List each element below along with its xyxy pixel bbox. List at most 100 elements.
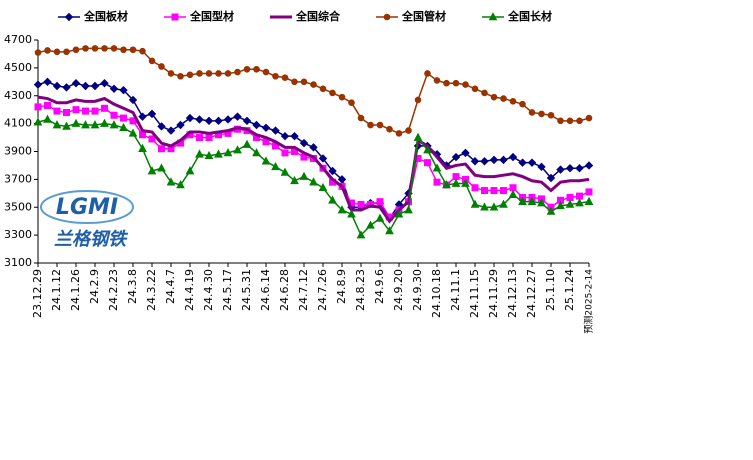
point: [490, 93, 498, 101]
point: [196, 70, 203, 77]
point: [318, 154, 328, 163]
point: [480, 202, 489, 211]
point: [128, 95, 138, 105]
point: [291, 78, 298, 86]
point: [215, 70, 222, 77]
point: [319, 85, 327, 93]
x-tick-label: 24.11.15: [468, 269, 481, 318]
point: [499, 199, 508, 208]
x-tick-label: 24.12.13: [506, 269, 519, 318]
point: [62, 121, 71, 130]
point: [575, 198, 584, 207]
point: [500, 187, 507, 195]
point: [280, 131, 290, 141]
point: [100, 118, 109, 127]
point: [176, 180, 185, 189]
series: [34, 45, 593, 137]
x-tick-label: 24.7.26: [316, 269, 329, 311]
point: [537, 198, 546, 207]
point: [328, 195, 337, 204]
point: [81, 120, 90, 129]
point: [205, 134, 213, 142]
point: [518, 158, 527, 167]
point: [120, 46, 127, 54]
point: [357, 114, 365, 122]
point: [451, 152, 461, 162]
point: [81, 81, 90, 91]
point: [576, 117, 583, 125]
point: [443, 79, 450, 87]
point: [53, 48, 61, 56]
point: [177, 72, 184, 80]
x-tick-label: 24.1.12: [50, 269, 63, 311]
point: [290, 175, 299, 185]
point: [404, 205, 413, 214]
point: [546, 173, 556, 183]
point: [527, 158, 537, 167]
point: [376, 198, 384, 206]
point: [272, 72, 279, 80]
point: [252, 120, 261, 130]
point: [500, 95, 507, 102]
point: [214, 116, 223, 126]
point: [71, 118, 81, 127]
point: [167, 70, 175, 77]
point: [185, 113, 195, 123]
point: [489, 202, 499, 211]
point: [63, 108, 70, 116]
legend-label: 全国长材: [507, 9, 552, 23]
point: [281, 149, 289, 157]
point: [519, 100, 526, 108]
point: [528, 109, 536, 116]
point: [509, 98, 517, 105]
point: [309, 143, 318, 152]
point: [395, 130, 403, 137]
point: [385, 226, 394, 235]
point: [557, 117, 564, 125]
point: [328, 166, 337, 176]
point: [176, 120, 185, 130]
point: [576, 192, 583, 200]
point: [33, 117, 43, 126]
x-tick-label: 24.2.9: [88, 269, 101, 304]
point: [338, 93, 346, 101]
point: [575, 164, 584, 173]
x-tick-label: 24.4.30: [202, 269, 215, 311]
point: [72, 106, 80, 114]
point: [394, 209, 404, 218]
point: [242, 116, 252, 126]
point: [537, 162, 546, 172]
point: [44, 102, 51, 110]
point: [280, 167, 290, 176]
legend-label: 全国板材: [83, 9, 128, 23]
point: [414, 96, 422, 104]
point: [584, 196, 594, 205]
point: [508, 189, 518, 199]
logo-text: LGMI: [56, 195, 118, 220]
point: [196, 134, 203, 142]
point: [262, 68, 270, 76]
x-tick-label: 24.9.6: [373, 269, 386, 304]
point: [139, 131, 146, 139]
point: [386, 125, 393, 133]
point: [299, 138, 309, 148]
point: [242, 139, 252, 148]
point: [139, 47, 146, 55]
legend-item: 全国板材: [58, 9, 128, 23]
point: [109, 120, 119, 129]
x-tick-label: 24.9.30: [411, 269, 424, 311]
point: [34, 49, 42, 56]
point: [281, 74, 289, 81]
y-tick-label: 3100: [4, 256, 32, 269]
logo: LGMI 兰格钢铁: [40, 190, 134, 250]
point: [43, 114, 52, 123]
point: [223, 148, 233, 157]
point: [171, 13, 179, 21]
point: [452, 79, 460, 87]
point: [432, 163, 442, 172]
legend-item: 全国长材: [482, 9, 552, 23]
legend-item: 全国管材: [376, 9, 446, 23]
point: [424, 70, 431, 77]
point: [185, 166, 195, 175]
legend-label: 全国型材: [189, 9, 234, 23]
